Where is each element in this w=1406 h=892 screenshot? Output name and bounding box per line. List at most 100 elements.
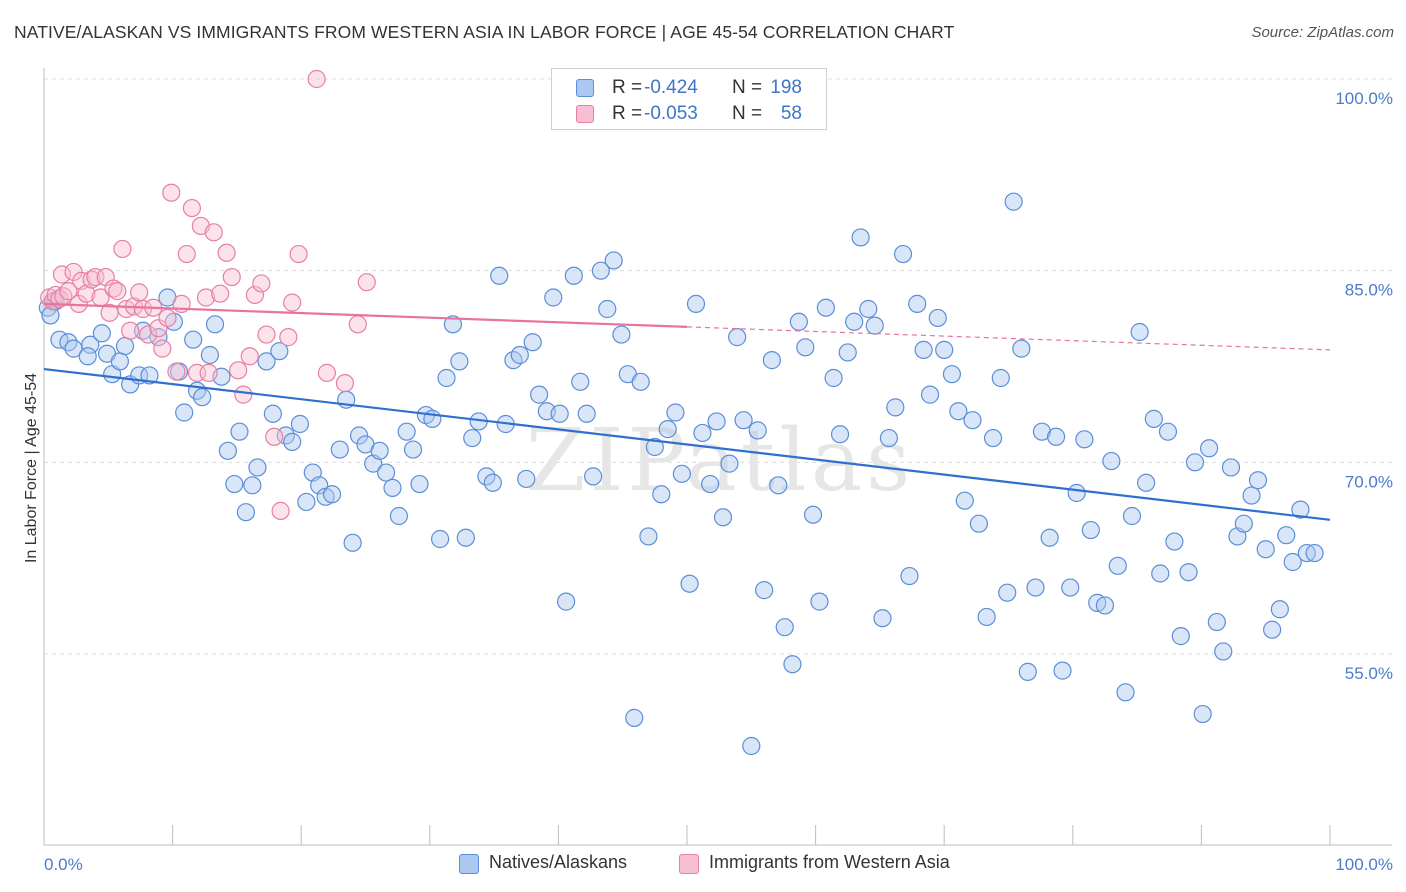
point-natives (510, 345, 529, 365)
point-immigrants (113, 239, 132, 259)
point-natives (969, 514, 989, 533)
point-immigrants (162, 183, 181, 202)
y-tick-label: 55.0% (1345, 664, 1393, 683)
point-natives (290, 414, 310, 434)
bottom-legend-label-immigrants: Immigrants from Western Asia (709, 852, 950, 872)
point-natives (998, 583, 1017, 602)
point-natives (810, 592, 829, 611)
point-natives (1026, 578, 1045, 597)
point-natives (297, 492, 316, 512)
point-natives (900, 566, 919, 586)
point-natives (742, 736, 761, 756)
point-natives (1102, 451, 1121, 471)
point-natives (1234, 514, 1253, 533)
point-natives (584, 467, 603, 486)
point-natives (639, 527, 658, 546)
point-natives (1137, 473, 1156, 492)
point-natives (680, 574, 699, 593)
point-immigrants (317, 363, 337, 382)
point-natives (645, 437, 664, 457)
point-natives (175, 403, 194, 422)
point-immigrants (252, 274, 271, 293)
point-immigrants (283, 293, 302, 312)
point-natives (1053, 661, 1072, 680)
point-immigrants (153, 339, 172, 358)
point-natives (830, 425, 850, 444)
point-natives (734, 411, 753, 430)
point-natives (920, 385, 940, 404)
point-natives (1256, 540, 1275, 559)
point-natives (1263, 620, 1282, 639)
point-natives (577, 404, 596, 423)
point-natives (955, 491, 974, 510)
y-tick-label: 85.0% (1345, 281, 1393, 300)
point-natives (762, 351, 781, 370)
point-natives (1165, 532, 1184, 551)
point-immigrants (265, 427, 284, 446)
gridlines (44, 78, 1392, 655)
series-immigrants (40, 69, 376, 520)
point-immigrants (59, 282, 78, 301)
legend-r-label: R = (612, 103, 643, 124)
point-natives (257, 352, 276, 371)
point-immigrants (348, 315, 367, 334)
point-natives (783, 655, 802, 674)
point-immigrants (182, 198, 201, 218)
point-natives (652, 485, 671, 504)
legend-n-value: 58 (780, 103, 802, 124)
point-natives (769, 476, 788, 495)
point-natives (517, 469, 536, 489)
bottom-legend-swatch-immigrants (679, 854, 699, 874)
bottom-legend-label-natives: Natives/Alaskans (489, 852, 628, 872)
point-natives (92, 324, 111, 343)
point-natives (789, 312, 808, 331)
point-immigrants (121, 321, 140, 340)
point-natives (1046, 427, 1066, 446)
point-natives (225, 474, 244, 494)
point-natives (1012, 339, 1031, 358)
point-natives (598, 299, 617, 319)
point-natives (713, 508, 733, 527)
point-natives (483, 473, 502, 492)
point-natives (873, 609, 892, 628)
point-natives (1004, 192, 1023, 211)
point-natives (1277, 526, 1296, 545)
point-immigrants (245, 285, 265, 305)
tick-labels: 55.0% 70.0% 85.0% 100.0% 0.0% 100.0% (44, 89, 1393, 874)
point-natives (845, 312, 864, 331)
point-natives (748, 421, 767, 440)
point-natives (230, 422, 249, 441)
point-natives (851, 228, 870, 247)
point-natives (1032, 422, 1052, 441)
point-natives (816, 298, 835, 317)
point-natives (796, 338, 815, 357)
point-natives (755, 581, 774, 600)
point-natives (550, 404, 569, 423)
point-immigrants (158, 308, 177, 328)
point-natives (991, 368, 1010, 388)
point-immigrants (139, 325, 158, 344)
point-natives (914, 340, 933, 359)
point-natives (983, 428, 1003, 448)
point-natives (322, 485, 342, 504)
point-natives (838, 343, 857, 362)
trend-line-natives (43, 367, 1331, 521)
point-natives (310, 476, 329, 495)
point-natives (205, 315, 225, 334)
point-natives (1214, 642, 1233, 661)
source-label: Source: ZipAtlas.com (1251, 24, 1394, 41)
point-natives (81, 335, 100, 354)
point-natives (557, 592, 576, 611)
point-immigrants (52, 265, 72, 284)
point-natives (865, 316, 884, 335)
point-natives (720, 454, 739, 473)
point-natives (571, 372, 590, 391)
point-natives (218, 441, 237, 460)
point-immigrants (211, 284, 230, 303)
point-natives (1248, 471, 1268, 490)
point-natives (383, 478, 402, 497)
legend-n-value: 198 (770, 77, 802, 98)
point-natives (859, 299, 878, 319)
point-natives (376, 463, 396, 482)
